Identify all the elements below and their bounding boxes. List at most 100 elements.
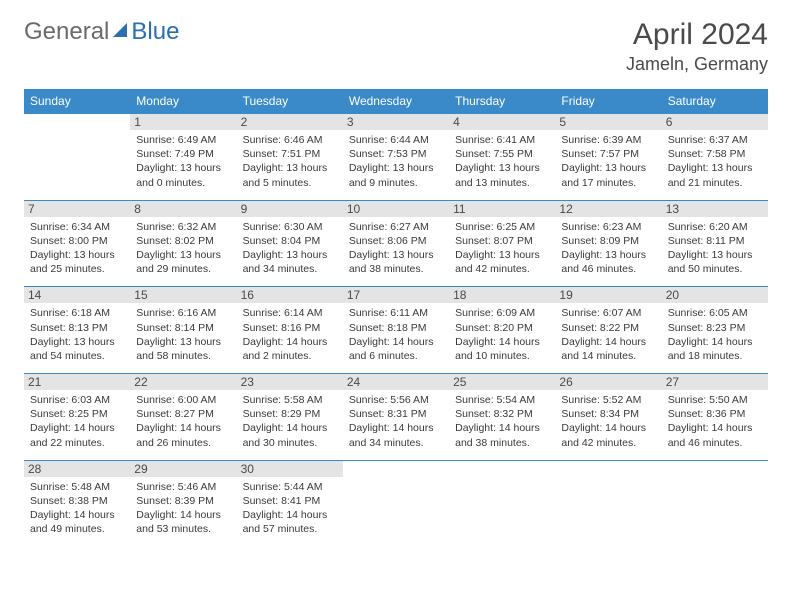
empty-cell (24, 114, 130, 201)
day-info: Sunrise: 6:23 AMSunset: 8:09 PMDaylight:… (561, 220, 655, 277)
day-number: 22 (130, 374, 236, 390)
day-number: 18 (449, 287, 555, 303)
day-cell: 11Sunrise: 6:25 AMSunset: 8:07 PMDayligh… (449, 200, 555, 287)
day-info: Sunrise: 5:56 AMSunset: 8:31 PMDaylight:… (349, 393, 443, 450)
location: Jameln, Germany (626, 54, 768, 75)
day-cell: 1 Sunrise: 6:49 AMSunset: 7:49 PMDaylight… (130, 114, 236, 201)
calendar-row: 21 Sunrise: 6:03 AMSunset: 8:25 PMDayligh… (24, 374, 768, 461)
day-number: 9 (237, 201, 343, 217)
empty-cell (555, 460, 661, 546)
calendar-body: 1 Sunrise: 6:49 AMSunset: 7:49 PMDaylight… (24, 114, 768, 547)
day-info: Sunrise: 6:32 AMSunset: 8:02 PMDaylight:… (136, 220, 230, 277)
day-number: 24 (343, 374, 449, 390)
calendar-row: 14 Sunrise: 6:18 AMSunset: 8:13 PMDayligh… (24, 287, 768, 374)
day-info: Sunrise: 6:00 AMSunset: 8:27 PMDaylight:… (136, 393, 230, 450)
day-number: 2 (237, 114, 343, 130)
day-cell: 23 Sunrise: 5:58 AMSunset: 8:29 PMDayligh… (237, 374, 343, 461)
day-info: Sunrise: 6:05 AMSunset: 8:23 PMDaylight:… (668, 306, 762, 363)
day-number: 1 (130, 114, 236, 130)
day-number: 16 (237, 287, 343, 303)
day-info: Sunrise: 5:52 AMSunset: 8:34 PMDaylight:… (561, 393, 655, 450)
day-number: 12 (555, 201, 661, 217)
day-cell: 16 Sunrise: 6:14 AMSunset: 8:16 PMDayligh… (237, 287, 343, 374)
logo-text-blue: Blue (131, 18, 179, 46)
calendar-row: 1 Sunrise: 6:49 AMSunset: 7:49 PMDaylight… (24, 114, 768, 201)
day-number: 8 (130, 201, 236, 217)
day-cell: 9 Sunrise: 6:30 AMSunset: 8:04 PMDaylight… (237, 200, 343, 287)
empty-cell (449, 460, 555, 546)
day-cell: 21 Sunrise: 6:03 AMSunset: 8:25 PMDayligh… (24, 374, 130, 461)
day-info: Sunrise: 6:39 AMSunset: 7:57 PMDaylight:… (561, 133, 655, 190)
day-number: 21 (24, 374, 130, 390)
logo-triangle-icon (113, 23, 127, 37)
day-number: 29 (130, 461, 236, 477)
weekday-header: Saturday (662, 89, 768, 114)
day-cell: 8 Sunrise: 6:32 AMSunset: 8:02 PMDaylight… (130, 200, 236, 287)
day-info: Sunrise: 5:50 AMSunset: 8:36 PMDaylight:… (668, 393, 762, 450)
day-number: 14 (24, 287, 130, 303)
day-info: Sunrise: 6:27 AMSunset: 8:06 PMDaylight:… (349, 220, 443, 277)
day-info: Sunrise: 6:20 AMSunset: 8:11 PMDaylight:… (668, 220, 762, 277)
day-info: Sunrise: 6:44 AMSunset: 7:53 PMDaylight:… (349, 133, 443, 190)
logo: General Blue (24, 18, 179, 46)
empty-cell (343, 460, 449, 546)
calendar-row: 28Sunrise: 5:48 AMSunset: 8:38 PMDayligh… (24, 460, 768, 546)
day-cell: 25 Sunrise: 5:54 AMSunset: 8:32 PMDayligh… (449, 374, 555, 461)
day-info: Sunrise: 6:37 AMSunset: 7:58 PMDaylight:… (668, 133, 762, 190)
day-cell: 29 Sunrise: 5:46 AMSunset: 8:39 PMDayligh… (130, 460, 236, 546)
day-cell: 20 Sunrise: 6:05 AMSunset: 8:23 PMDayligh… (662, 287, 768, 374)
day-cell: 13 Sunrise: 6:20 AMSunset: 8:11 PMDayligh… (662, 200, 768, 287)
day-cell: 30 Sunrise: 5:44 AMSunset: 8:41 PMDayligh… (237, 460, 343, 546)
weekday-header: Thursday (449, 89, 555, 114)
day-info: Sunrise: 6:34 AMSunset: 8:00 PMDaylight:… (30, 220, 124, 277)
empty-cell (662, 460, 768, 546)
weekday-header-row: SundayMondayTuesdayWednesdayThursdayFrid… (24, 89, 768, 114)
day-number: 10 (343, 201, 449, 217)
page-title: April 2024 (626, 18, 768, 52)
day-info: Sunrise: 5:44 AMSunset: 8:41 PMDaylight:… (243, 480, 337, 537)
day-number: 30 (237, 461, 343, 477)
calendar-row: 7 Sunrise: 6:34 AMSunset: 8:00 PMDaylight… (24, 200, 768, 287)
day-cell: 14 Sunrise: 6:18 AMSunset: 8:13 PMDayligh… (24, 287, 130, 374)
day-cell: 27 Sunrise: 5:50 AMSunset: 8:36 PMDayligh… (662, 374, 768, 461)
day-info: Sunrise: 6:03 AMSunset: 8:25 PMDaylight:… (30, 393, 124, 450)
day-info: Sunrise: 6:30 AMSunset: 8:04 PMDaylight:… (243, 220, 337, 277)
day-number: 4 (449, 114, 555, 130)
day-cell: 26Sunrise: 5:52 AMSunset: 8:34 PMDayligh… (555, 374, 661, 461)
day-info: Sunrise: 5:46 AMSunset: 8:39 PMDaylight:… (136, 480, 230, 537)
weekday-header: Tuesday (237, 89, 343, 114)
day-cell: 18 Sunrise: 6:09 AMSunset: 8:20 PMDayligh… (449, 287, 555, 374)
day-info: Sunrise: 6:25 AMSunset: 8:07 PMDaylight:… (455, 220, 549, 277)
day-cell: 6Sunrise: 6:37 AMSunset: 7:58 PMDaylight… (662, 114, 768, 201)
day-number: 20 (662, 287, 768, 303)
day-info: Sunrise: 6:18 AMSunset: 8:13 PMDaylight:… (30, 306, 124, 363)
day-info: Sunrise: 6:46 AMSunset: 7:51 PMDaylight:… (243, 133, 337, 190)
day-info: Sunrise: 6:41 AMSunset: 7:55 PMDaylight:… (455, 133, 549, 190)
logo-text-general: General (24, 18, 109, 46)
header: General Blue April 2024 Jameln, Germany (24, 18, 768, 75)
day-info: Sunrise: 5:54 AMSunset: 8:32 PMDaylight:… (455, 393, 549, 450)
day-number: 7 (24, 201, 130, 217)
day-cell: 19Sunrise: 6:07 AMSunset: 8:22 PMDayligh… (555, 287, 661, 374)
day-info: Sunrise: 6:11 AMSunset: 8:18 PMDaylight:… (349, 306, 443, 363)
day-info: Sunrise: 6:14 AMSunset: 8:16 PMDaylight:… (243, 306, 337, 363)
day-number: 23 (237, 374, 343, 390)
day-number: 5 (555, 114, 661, 130)
day-info: Sunrise: 6:16 AMSunset: 8:14 PMDaylight:… (136, 306, 230, 363)
day-cell: 3Sunrise: 6:44 AMSunset: 7:53 PMDaylight… (343, 114, 449, 201)
day-number: 13 (662, 201, 768, 217)
day-cell: 15Sunrise: 6:16 AMSunset: 8:14 PMDayligh… (130, 287, 236, 374)
day-cell: 10 Sunrise: 6:27 AMSunset: 8:06 PMDayligh… (343, 200, 449, 287)
day-info: Sunrise: 6:09 AMSunset: 8:20 PMDaylight:… (455, 306, 549, 363)
day-info: Sunrise: 6:07 AMSunset: 8:22 PMDaylight:… (561, 306, 655, 363)
weekday-header: Sunday (24, 89, 130, 114)
day-info: Sunrise: 6:49 AMSunset: 7:49 PMDaylight:… (136, 133, 230, 190)
day-cell: 5 Sunrise: 6:39 AMSunset: 7:57 PMDaylight… (555, 114, 661, 201)
weekday-header: Friday (555, 89, 661, 114)
day-cell: 24 Sunrise: 5:56 AMSunset: 8:31 PMDayligh… (343, 374, 449, 461)
day-info: Sunrise: 5:58 AMSunset: 8:29 PMDaylight:… (243, 393, 337, 450)
day-number: 25 (449, 374, 555, 390)
day-number: 27 (662, 374, 768, 390)
day-cell: 28Sunrise: 5:48 AMSunset: 8:38 PMDayligh… (24, 460, 130, 546)
calendar-table: SundayMondayTuesdayWednesdayThursdayFrid… (24, 89, 768, 546)
